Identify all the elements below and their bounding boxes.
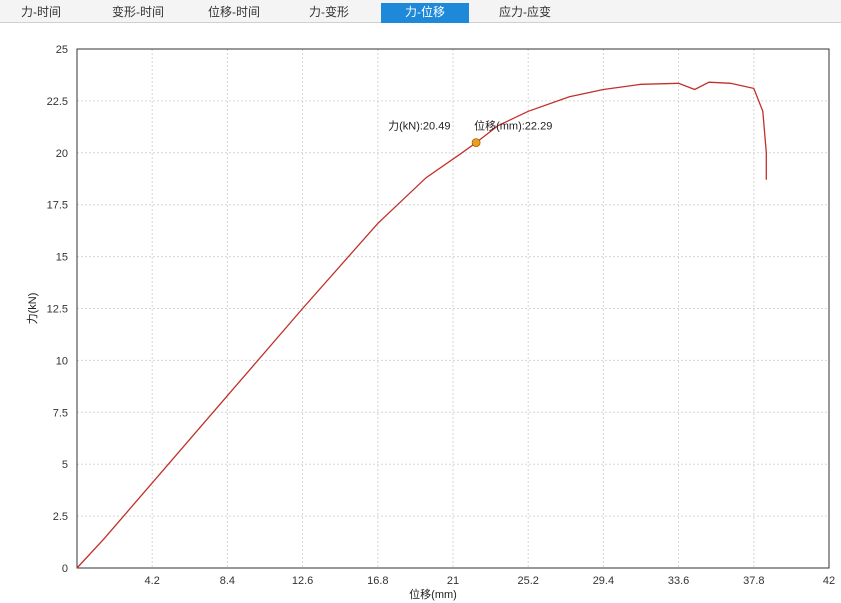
y-tick-label: 12.5: [47, 304, 68, 316]
x-tick-label: 8.4: [220, 575, 235, 587]
tab-force-time[interactable]: 力-时间: [21, 5, 61, 19]
x-tick-label: 33.6: [668, 575, 689, 587]
data-marker[interactable]: [471, 138, 481, 148]
plot-frame: [76, 48, 830, 569]
y-tick-label: 0: [62, 563, 68, 575]
y-tick-label: 5: [62, 459, 68, 471]
tab-force-deformation[interactable]: 力-变形: [309, 5, 349, 19]
y-tick-label: 20: [56, 148, 68, 160]
y-tick-label: 15: [56, 252, 68, 264]
tab-displacement-time[interactable]: 位移-时间: [208, 5, 260, 19]
x-tick-labels: 4.2 8.4 12.6 16.8 21 25.2 29.4 33.6 37.8 42: [145, 575, 836, 587]
x-tick-label: 29.4: [593, 575, 614, 587]
tab-stress-strain[interactable]: 应力-应变: [499, 5, 551, 19]
y-tick-label: 7.5: [53, 407, 68, 419]
x-tick-label: 42: [823, 575, 835, 587]
annotation-displacement: 位移(mm):22.29: [474, 119, 552, 133]
x-tick-label: 37.8: [743, 575, 764, 587]
x-tick-label: 25.2: [517, 575, 538, 587]
y-axis-label: 力(kN): [26, 293, 39, 325]
x-tick-label: 12.6: [292, 575, 313, 587]
x-tick-label: 4.2: [145, 575, 160, 587]
tab-force-displacement[interactable]: 力-位移: [381, 3, 469, 23]
force-displacement-chart: 0 2.5 5 7.5 10 12.5 15 17.5 20 22.5 25 4.2 8.4 12.6 1…: [26, 44, 836, 601]
series-line: [76, 81, 767, 569]
x-tick-label: 21: [447, 575, 459, 587]
tab-deformation-time[interactable]: 变形-时间: [112, 5, 164, 19]
y-tick-label: 25: [56, 44, 68, 56]
x-tick-label: 16.8: [367, 575, 388, 587]
y-tick-labels: 0 2.5 5 7.5 10 12.5 15 17.5 20 22.5 25: [47, 44, 68, 575]
grid: [77, 48, 830, 569]
y-tick-label: 17.5: [47, 200, 68, 212]
annotation-force: 力(kN):20.49: [388, 120, 450, 133]
tab-bar: 力-时间 变形-时间 位移-时间 力-变形 力-位移 应力-应变: [0, 0, 841, 23]
y-tick-label: 2.5: [53, 511, 68, 523]
x-axis-label: 位移(mm): [409, 587, 457, 601]
y-tick-label: 10: [56, 355, 68, 367]
y-tick-label: 22.5: [47, 96, 68, 108]
